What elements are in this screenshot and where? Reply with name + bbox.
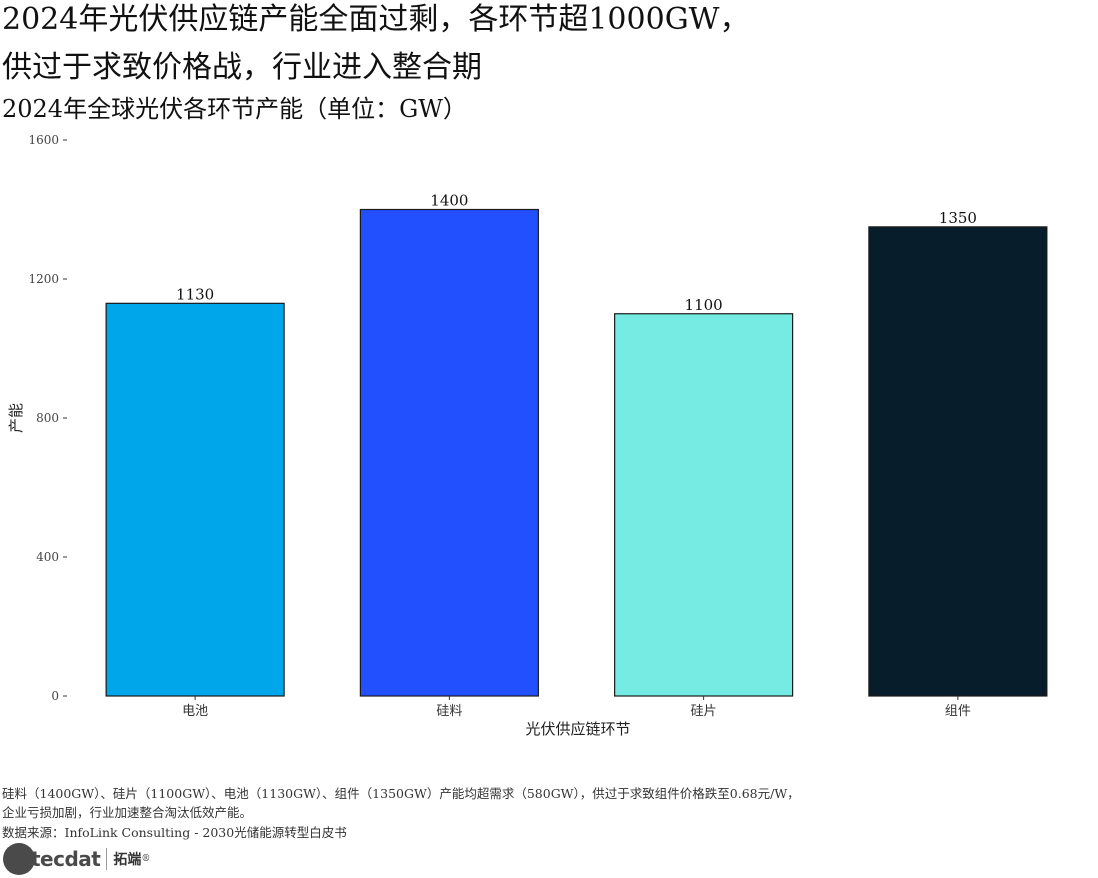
x-tick-label: 硅片: [691, 704, 717, 719]
y-tick-label: 0: [51, 689, 59, 703]
bar-chart: 0 400 800 1200 1600 1130 1400 1100 1350 电池 硅料 硅片 组…: [7, 133, 1048, 738]
x-axis-title: 光伏供应链环节: [525, 720, 630, 738]
y-tick-label: 1200: [28, 272, 59, 286]
logo-registered-mark: ®: [141, 854, 151, 864]
bar-value-label: 1100: [685, 296, 723, 314]
x-tick-label: 电池: [182, 704, 208, 719]
caption-line-1: 硅料（1400GW）、硅片（1100GW）、电池（1130GW）、组件（1350…: [2, 786, 800, 801]
logo-divider: [106, 848, 108, 870]
bar-value-label: 1400: [430, 192, 468, 210]
logo-circle-icon: [3, 843, 35, 875]
value-labels: 1130 1400 1100 1350: [176, 192, 977, 314]
x-axis: 电池 硅料 硅片 组件: [182, 696, 971, 719]
bar-1: [105, 302, 285, 697]
y-tick-label: 800: [36, 411, 59, 425]
bar-2: [359, 208, 539, 697]
bar-4: [868, 226, 1048, 697]
chart-subtitle: 2024年全球光伏各环节产能（单位：GW）: [2, 95, 467, 123]
chart-title-line-1: 2024年光伏供应链产能全面过剩，各环节超1000GW，: [2, 2, 750, 37]
bar-value-label: 1130: [176, 285, 214, 303]
chart-title-line-2: 供过于求致价格战，行业进入整合期: [2, 50, 482, 85]
x-tick-label: 组件: [945, 704, 971, 719]
x-tick-label: 硅料: [436, 704, 462, 719]
bar-3: [614, 313, 794, 697]
logo-brand-cn: 拓端: [113, 852, 142, 868]
y-axis: 0 400 800 1200 1600: [28, 133, 67, 703]
y-tick-label: 1600: [28, 133, 59, 147]
y-axis-title: 产能: [7, 403, 25, 433]
data-source: 数据来源：InfoLink Consulting - 2030光储能源转型白皮书: [2, 825, 347, 840]
bar-value-label: 1350: [939, 209, 977, 227]
bars: [105, 208, 1048, 697]
y-tick-label: 400: [36, 550, 59, 564]
logo-brand-latin: tecdat: [31, 847, 101, 871]
caption-line-2: 企业亏损加剧，行业加速整合淘汰低效产能。: [2, 805, 253, 820]
tecdat-logo: tecdat 拓端 ®: [3, 842, 150, 876]
